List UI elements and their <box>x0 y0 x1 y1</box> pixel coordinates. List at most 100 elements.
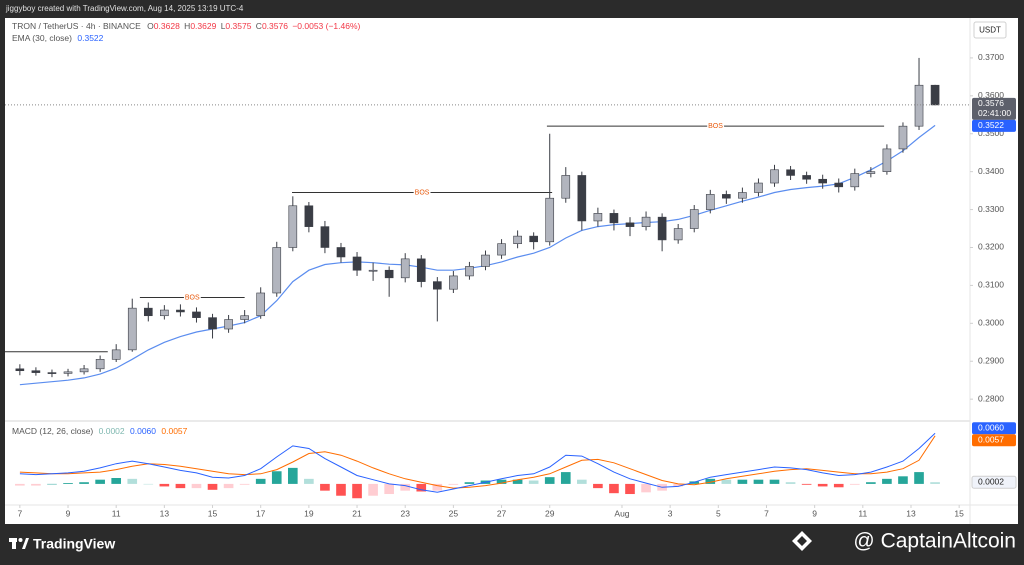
histogram-bar <box>753 479 764 484</box>
candle-body <box>336 247 346 258</box>
level-label: BOS <box>415 189 430 196</box>
candle-body <box>850 173 860 188</box>
ohlc-value: 0.3628 <box>154 21 180 31</box>
x-tick-label: 27 <box>497 508 507 518</box>
macd-line <box>19 432 936 493</box>
y-tick-label: 0.3600 <box>978 90 1004 100</box>
histogram-bar <box>593 483 603 489</box>
y-tick-label: 0.3000 <box>978 318 1004 328</box>
histogram-bar <box>111 478 122 484</box>
candle-body <box>529 235 538 243</box>
histogram-bar <box>47 483 57 485</box>
candle-body <box>416 258 426 282</box>
x-tick-label: 5 <box>716 508 721 518</box>
candle-body <box>449 275 458 290</box>
x-tick-label: 11 <box>112 508 121 518</box>
histogram-bar <box>304 478 314 484</box>
candle-body <box>834 182 844 188</box>
signal-value: 0.0057 <box>161 426 187 436</box>
candle-body <box>673 228 683 241</box>
histogram-bar <box>496 479 507 484</box>
y-tick-label: 0.3700 <box>978 52 1004 62</box>
ema-badge <box>972 119 1016 132</box>
candle-body <box>240 315 249 320</box>
ohlc-key: O <box>147 21 154 31</box>
currency-label: USDT <box>979 26 1001 35</box>
y-tick-label: 0.2900 <box>978 355 1004 365</box>
currency-button[interactable] <box>973 21 1007 39</box>
histogram-bar <box>79 482 89 484</box>
y-tick-label: 0.3400 <box>978 166 1004 176</box>
handle-icon <box>792 531 812 551</box>
histogram-bar <box>464 482 475 484</box>
histogram-bar <box>336 483 346 496</box>
level-label: BOS <box>708 123 723 130</box>
x-tick-label: 3 <box>668 508 673 518</box>
histogram-bar <box>737 479 748 484</box>
candle-body <box>914 84 924 127</box>
ohlc-key: C <box>256 21 262 31</box>
candle-body <box>368 269 378 272</box>
histogram-bar <box>191 483 202 489</box>
candle-body <box>176 309 185 313</box>
histogram-badge-label: 0.0002 <box>978 476 1004 486</box>
candle-body <box>722 194 731 199</box>
histogram-bar <box>287 467 298 484</box>
histogram-bar <box>223 483 234 489</box>
ema-line <box>19 124 936 386</box>
histogram-bar <box>159 483 170 487</box>
symbol-title: TRON / TetherUS · 4h · BINANCE <box>12 21 141 31</box>
histogram-bar <box>143 483 154 485</box>
candle-body <box>192 311 201 318</box>
macd-badge-label: 0.0060 <box>978 423 1004 433</box>
candle-body <box>882 148 892 172</box>
histogram-bar <box>352 483 362 499</box>
candle-body <box>625 222 635 227</box>
y-tick-label: 0.2800 <box>978 393 1004 403</box>
candle-body <box>513 235 522 244</box>
candle-body <box>754 182 763 193</box>
x-tick-label: 7 <box>17 508 22 518</box>
ohlc-value: 0.3576 <box>262 21 288 31</box>
x-tick-label: 13 <box>906 508 916 518</box>
candle-body <box>593 213 603 222</box>
x-tick-label: 29 <box>545 508 555 518</box>
x-tick-label: 21 <box>352 508 362 518</box>
histogram-bar <box>400 483 411 491</box>
histogram-bar <box>368 483 378 496</box>
x-tick-label: 25 <box>449 508 459 518</box>
histogram-bar <box>416 483 427 492</box>
candle-body <box>545 197 555 243</box>
histogram-bar <box>609 483 619 494</box>
level-label: BOS <box>185 294 200 301</box>
y-tick-label: 0.3100 <box>978 280 1004 290</box>
candle-body <box>866 171 876 174</box>
candle-body <box>160 309 169 317</box>
countdown: 02:41:00 <box>978 108 1011 118</box>
x-tick-label: 15 <box>208 508 218 518</box>
x-tick-label: 15 <box>954 508 964 518</box>
x-tick-label: 17 <box>256 508 266 518</box>
histogram-bar <box>882 478 892 484</box>
histogram-bar <box>127 478 138 484</box>
footer: TradingView @ CaptainAltcoin <box>9 530 1016 553</box>
histogram-bar <box>271 471 282 484</box>
macd-legend: MACD (12, 26, close) 0.0002 0.0060 0.005… <box>12 426 188 436</box>
y-tick-label: 0.3200 <box>978 242 1004 252</box>
ohlc-key: L <box>221 21 226 31</box>
signal-badge <box>972 434 1016 447</box>
histogram-bar <box>577 479 587 484</box>
candle-body <box>657 216 667 241</box>
ohlc-key: H <box>184 21 190 31</box>
candle-body <box>433 281 442 290</box>
candle-body <box>802 175 811 180</box>
histogram-bar <box>785 482 796 484</box>
histogram-bar <box>930 482 940 484</box>
candle-body <box>641 216 651 227</box>
histogram-bar <box>914 472 924 484</box>
change: −0.0053 (−1.46%) <box>292 21 360 31</box>
histogram-bar <box>560 472 571 484</box>
y-tick-label: 0.3500 <box>978 128 1004 138</box>
ema-name: EMA (30, close) <box>12 33 72 43</box>
histogram-bar <box>320 483 330 491</box>
